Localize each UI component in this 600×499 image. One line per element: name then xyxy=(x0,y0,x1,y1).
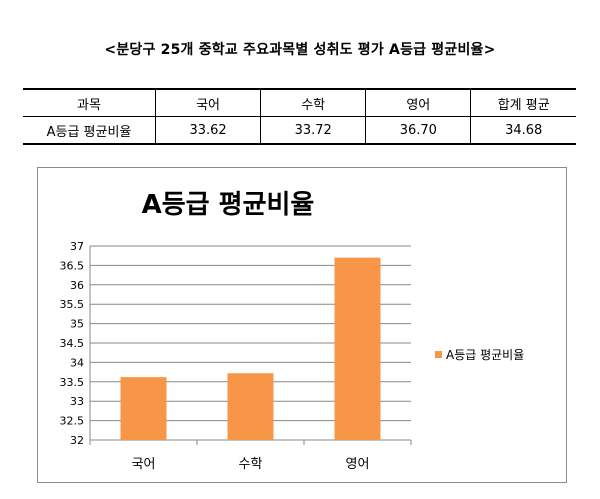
x-tick-label: 영어 xyxy=(346,457,370,472)
cell-math: 33.72 xyxy=(260,116,366,145)
chart-title: A등급 평균비율 xyxy=(142,190,315,220)
table-row: A등급 평균비율 33.62 33.72 36.70 34.68 xyxy=(23,116,576,145)
y-tick-label: 32.5 xyxy=(60,415,85,428)
bar-chart: A등급 평균비율 32 32.5 33 33.5 34 34.5 35 35.5 36 36.5 37… xyxy=(60,190,525,472)
document-title: <분당구 25개 중학교 주요과목별 성취도 평가 A등급 평균비율> xyxy=(104,42,496,58)
y-tick-label: 34.5 xyxy=(60,337,85,350)
x-tick-label: 국어 xyxy=(132,457,156,472)
y-tick-label: 35 xyxy=(70,318,84,331)
y-tick-label: 32 xyxy=(70,434,84,447)
row-label: A등급 평균비율 xyxy=(23,116,156,145)
y-tick-label: 36 xyxy=(70,279,84,292)
table-header-row: 과목 국어 수학 영어 합계 평균 xyxy=(23,88,576,117)
chart-container: A등급 평균비율 32 32.5 33 33.5 34 34.5 35 35.5 36 36.5 37… xyxy=(37,167,567,483)
header-cell-korean: 국어 xyxy=(154,88,261,117)
bar xyxy=(334,257,381,440)
cell-english: 36.70 xyxy=(365,116,471,145)
bar xyxy=(227,373,274,440)
y-tick-label: 36.5 xyxy=(60,259,85,272)
cell-korean: 33.62 xyxy=(154,116,261,145)
y-tick-label: 33.5 xyxy=(60,376,85,389)
y-tick-label: 35.5 xyxy=(60,298,85,311)
x-tick-label: 수학 xyxy=(239,457,263,472)
bar xyxy=(120,377,167,440)
y-tick-label: 37 xyxy=(70,240,84,253)
y-tick-label: 34 xyxy=(70,356,84,369)
legend-label: A등급 평균비율 xyxy=(446,348,524,362)
header-cell-subject: 과목 xyxy=(23,88,156,117)
header-cell-math: 수학 xyxy=(260,88,366,117)
summary-table: 과목 국어 수학 영어 합계 평균 A등급 평균비율 33.62 33.72 3… xyxy=(23,88,576,145)
cell-total-average: 34.68 xyxy=(470,116,576,145)
legend-swatch xyxy=(435,351,442,358)
header-cell-english: 영어 xyxy=(365,88,471,117)
y-tick-label: 33 xyxy=(70,395,84,408)
header-cell-total-average: 합계 평균 xyxy=(470,88,576,117)
